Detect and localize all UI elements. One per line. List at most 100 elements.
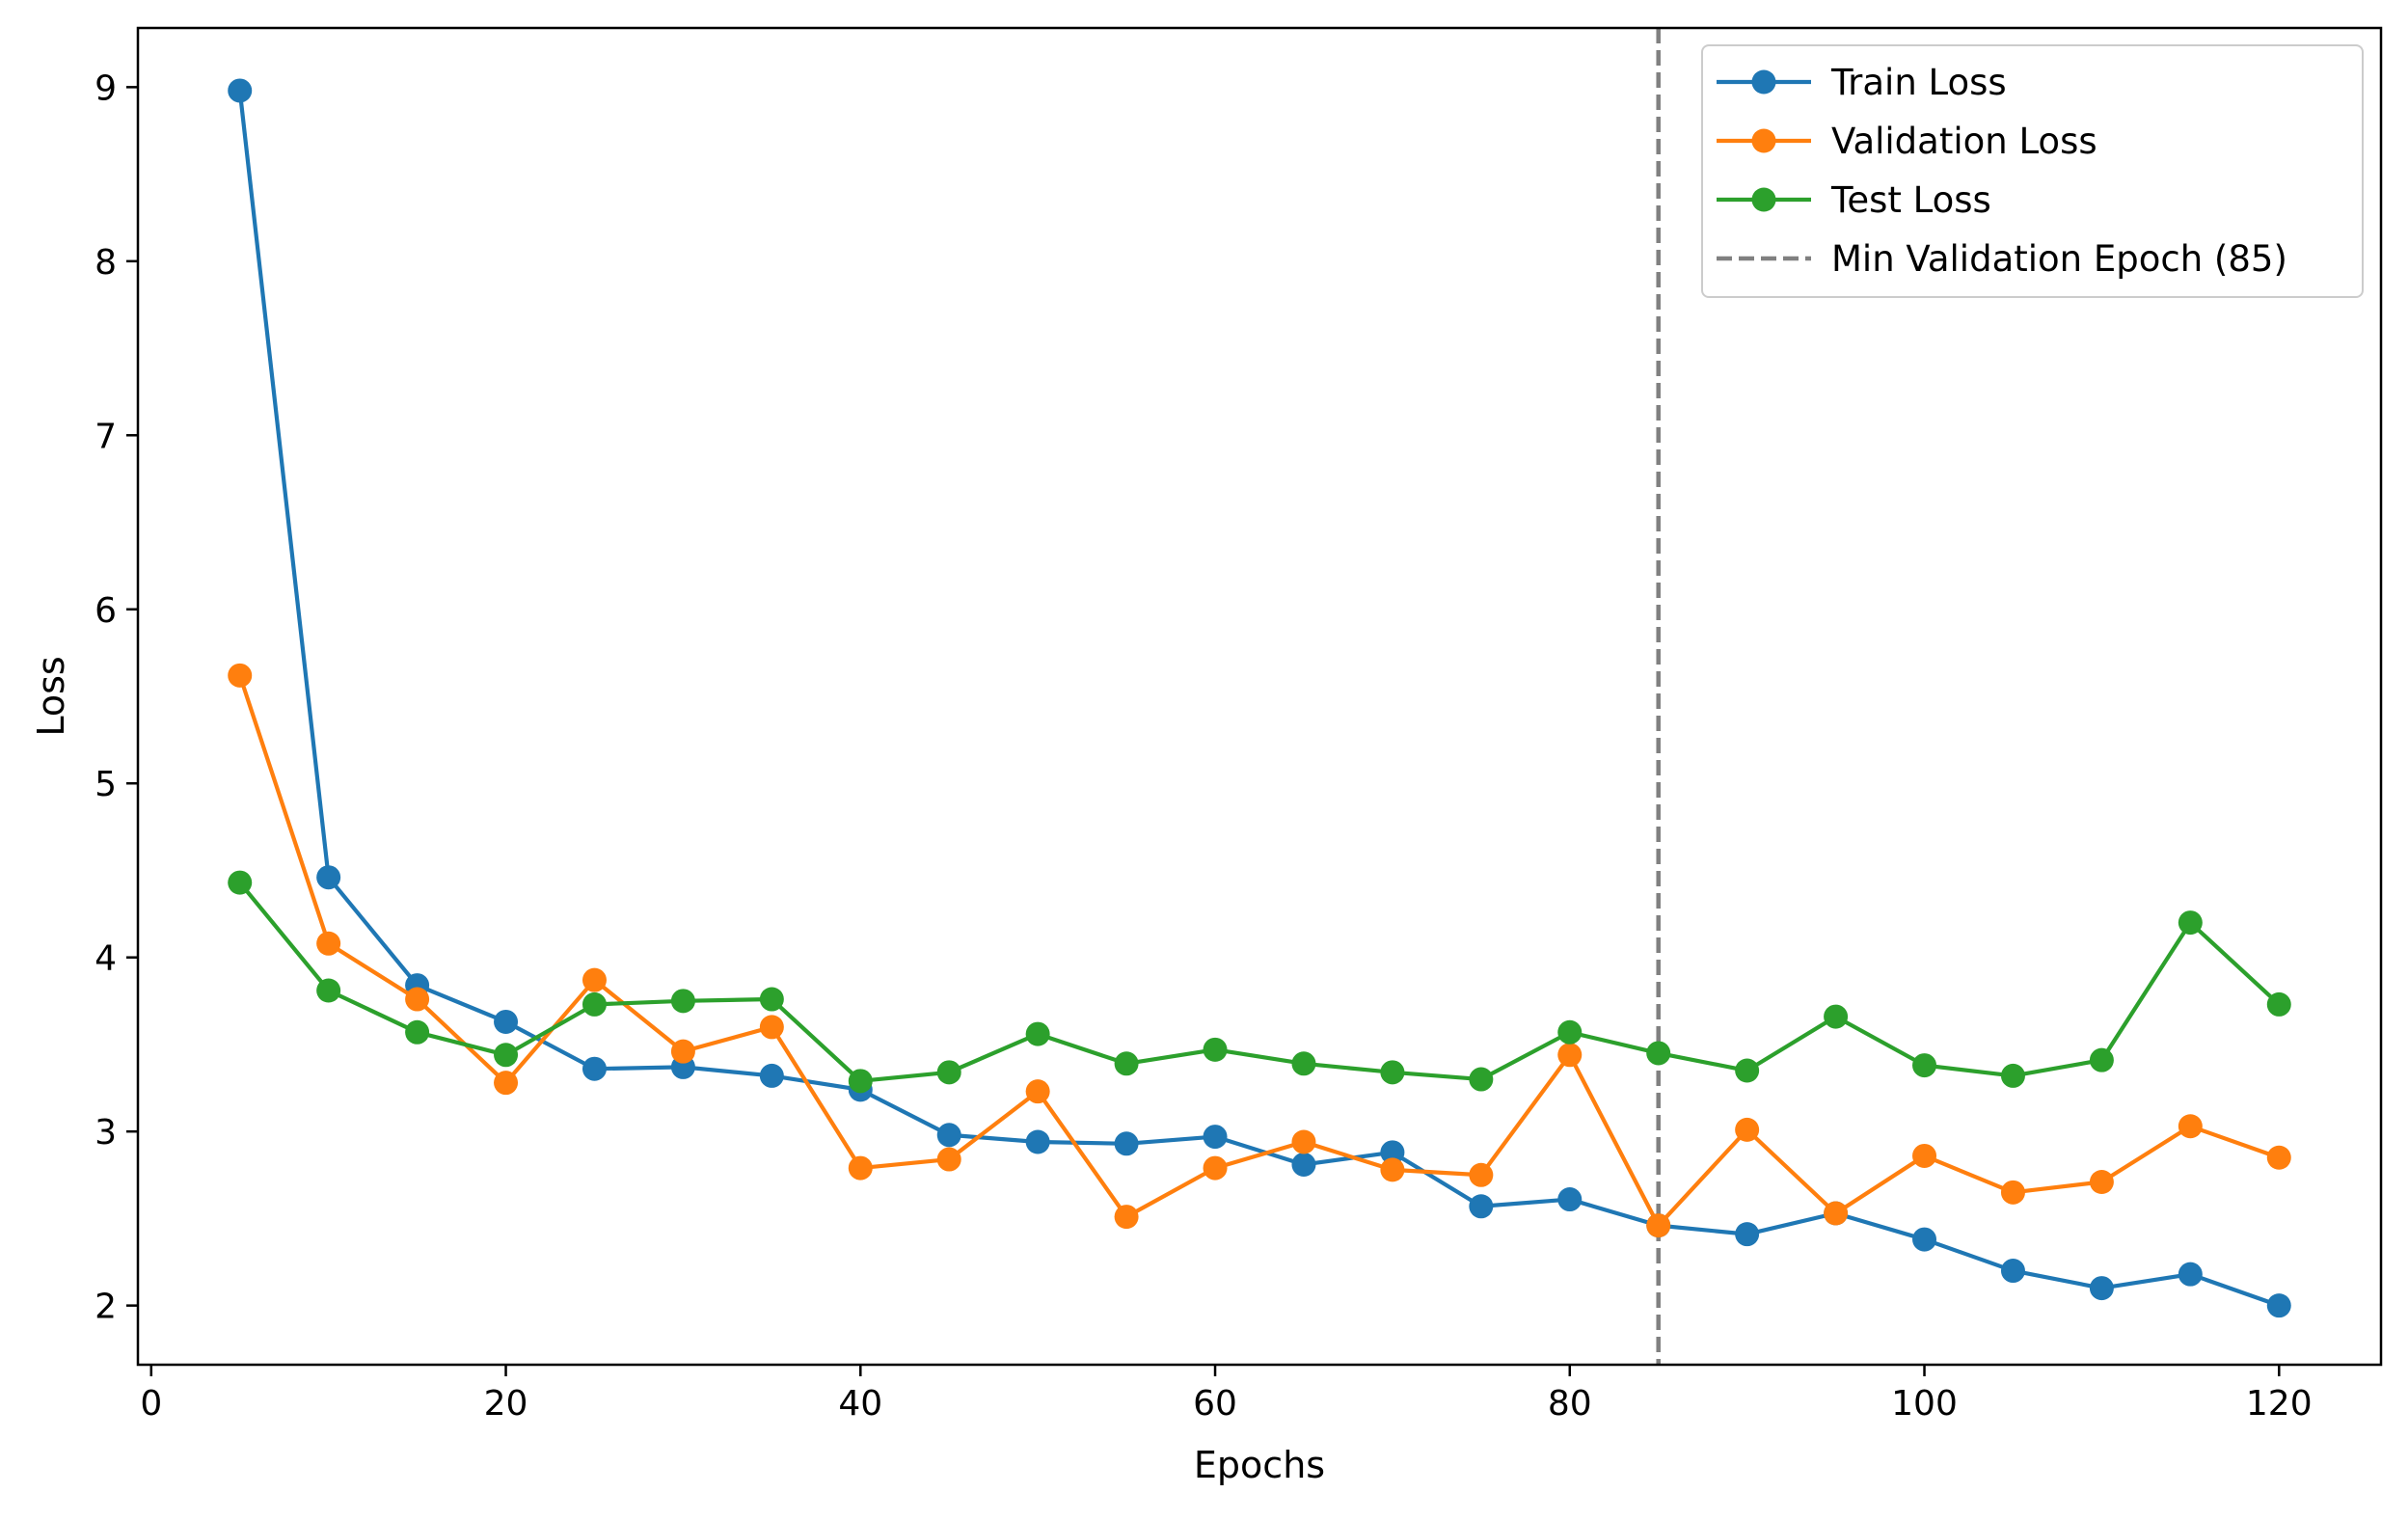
x-axis: 0 20 40 60 80 100 120 xyxy=(140,1365,2313,1424)
data-point-test-loss xyxy=(316,978,341,1003)
data-point-validation-loss xyxy=(1380,1157,1405,1182)
data-point-train-loss xyxy=(316,865,341,890)
y-tick-label: 9 xyxy=(95,68,117,108)
legend: Train Loss Validation Loss Test Loss Min Va… xyxy=(1701,44,2364,298)
data-point-train-loss xyxy=(1735,1222,1760,1247)
data-point-train-loss xyxy=(759,1063,784,1088)
x-tick-label: 80 xyxy=(1548,1384,1592,1424)
data-point-test-loss xyxy=(405,1019,430,1045)
data-point-test-loss xyxy=(1203,1037,1228,1062)
y-tick-label: 2 xyxy=(95,1288,117,1327)
series-line-test-loss xyxy=(238,881,2281,1083)
data-point-test-loss xyxy=(936,1060,961,1085)
data-point-train-loss xyxy=(582,1056,607,1081)
data-point-test-loss xyxy=(1735,1058,1760,1083)
data-point-validation-loss xyxy=(1203,1155,1228,1181)
data-point-validation-loss xyxy=(848,1155,873,1181)
data-point-validation-loss xyxy=(228,663,253,688)
data-point-train-loss xyxy=(1469,1194,1494,1219)
legend-swatch-marker xyxy=(1751,128,1776,153)
x-tick-label: 40 xyxy=(838,1384,882,1424)
data-point-validation-loss xyxy=(2266,1145,2291,1170)
data-point-test-loss xyxy=(848,1069,873,1094)
data-point-test-loss xyxy=(2266,991,2291,1017)
data-point-validation-loss xyxy=(1912,1143,1937,1168)
legend-item-validation-loss: Validation Loss xyxy=(1717,121,2097,162)
data-point-validation-loss xyxy=(936,1147,961,1172)
legend-label: Train Loss xyxy=(1830,62,2007,103)
data-point-test-loss xyxy=(1291,1051,1316,1076)
series-validation-loss xyxy=(228,663,2291,1238)
data-point-validation-loss xyxy=(1646,1213,1671,1238)
x-tick-label: 60 xyxy=(1193,1384,1237,1424)
legend-label: Test Loss xyxy=(1830,179,1991,221)
data-point-train-loss xyxy=(2089,1276,2114,1301)
data-point-validation-loss xyxy=(1291,1129,1316,1154)
legend-swatch-marker xyxy=(1751,187,1776,212)
data-point-test-loss xyxy=(2178,910,2203,936)
series-line-validation-loss xyxy=(237,674,2280,1228)
data-point-validation-loss xyxy=(2178,1114,2203,1139)
data-point-train-loss xyxy=(936,1123,961,1148)
data-point-test-loss xyxy=(228,870,253,895)
y-tick-label: 4 xyxy=(95,939,117,979)
data-point-train-loss xyxy=(494,1009,519,1034)
data-point-train-loss xyxy=(1380,1140,1405,1165)
y-tick-label: 3 xyxy=(95,1113,117,1153)
y-tick-label: 6 xyxy=(95,591,117,631)
data-point-validation-loss xyxy=(759,1015,784,1040)
data-point-train-loss xyxy=(1912,1227,1937,1252)
legend-item-train-loss: Train Loss xyxy=(1717,62,2007,103)
data-point-validation-loss xyxy=(1557,1043,1583,1068)
data-point-train-loss xyxy=(1557,1187,1583,1212)
data-point-train-loss xyxy=(1203,1125,1228,1150)
y-tick-label: 5 xyxy=(95,765,117,804)
data-point-validation-loss xyxy=(1469,1162,1494,1187)
data-point-test-loss xyxy=(1114,1051,1139,1076)
y-axis: 2 3 4 5 6 7 8 9 xyxy=(95,68,138,1327)
x-tick-label: 120 xyxy=(2246,1384,2313,1424)
data-point-test-loss xyxy=(1025,1021,1050,1046)
data-point-validation-loss xyxy=(494,1071,519,1096)
series-line-train-loss xyxy=(237,90,2280,1308)
data-point-validation-loss xyxy=(2000,1180,2025,1205)
x-axis-label: Epochs xyxy=(1194,1444,1325,1486)
data-point-validation-loss xyxy=(1824,1201,1849,1226)
data-point-train-loss xyxy=(1025,1129,1050,1154)
x-tick-label: 20 xyxy=(484,1384,528,1424)
data-point-test-loss xyxy=(1557,1019,1583,1045)
data-point-validation-loss xyxy=(1735,1117,1760,1142)
legend-item-test-loss: Test Loss xyxy=(1717,179,1991,221)
data-point-test-loss xyxy=(494,1043,519,1068)
data-point-test-loss xyxy=(2089,1047,2114,1072)
data-point-validation-loss xyxy=(1025,1079,1050,1104)
legend-swatch-marker xyxy=(1751,69,1776,95)
data-point-train-loss xyxy=(228,78,253,103)
data-point-train-loss xyxy=(2000,1259,2025,1284)
data-point-validation-loss xyxy=(670,1039,695,1064)
y-tick-label: 8 xyxy=(95,243,117,283)
x-tick-label: 100 xyxy=(1891,1384,1958,1424)
data-point-test-loss xyxy=(1380,1060,1405,1085)
legend-label: Validation Loss xyxy=(1831,121,2097,162)
data-point-train-loss xyxy=(1114,1131,1139,1156)
data-point-validation-loss xyxy=(405,987,430,1012)
data-point-train-loss xyxy=(2266,1293,2291,1318)
data-point-test-loss xyxy=(1912,1053,1937,1078)
data-point-train-loss xyxy=(1291,1152,1316,1177)
data-point-test-loss xyxy=(582,991,607,1017)
legend-item-min-validation-epoch-85: Min Validation Epoch (85) xyxy=(1717,238,2287,280)
data-point-test-loss xyxy=(1824,1004,1849,1029)
data-point-test-loss xyxy=(1646,1041,1671,1066)
legend-box xyxy=(1701,44,2364,298)
plot-frame xyxy=(136,26,2383,1367)
legend-label: Min Validation Epoch (85) xyxy=(1831,238,2287,280)
data-point-validation-loss xyxy=(2089,1170,2114,1195)
data-point-test-loss xyxy=(2000,1063,2025,1088)
data-point-train-loss xyxy=(2178,1262,2203,1287)
series-test-loss xyxy=(228,870,2291,1094)
y-tick-label: 7 xyxy=(95,417,117,456)
data-point-test-loss xyxy=(1469,1067,1494,1092)
series-group xyxy=(228,78,2291,1318)
